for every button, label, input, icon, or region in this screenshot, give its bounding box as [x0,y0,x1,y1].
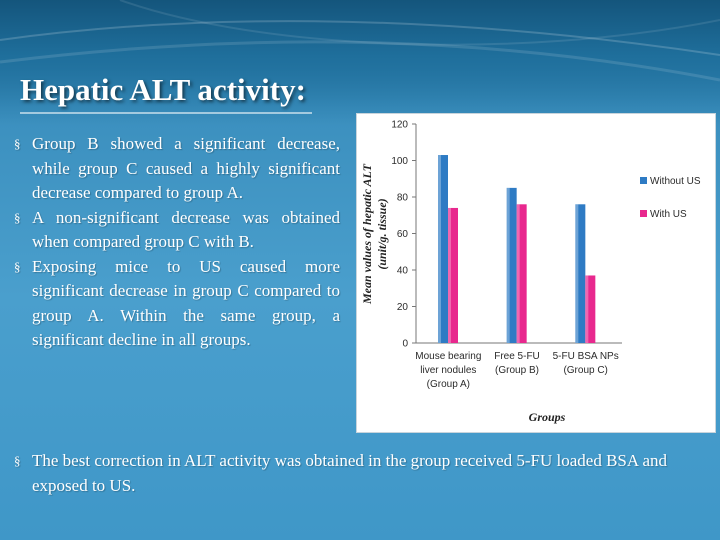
category-label: (Group C) [563,365,607,376]
y-axis-title: (unit/g. tissue) [375,198,389,269]
alt-bar-chart: 0 20 40 60 80 100 120 Mouse bearing liver nodule… [356,113,716,433]
conclusion-text: The best correction in ALT activity was … [32,451,667,495]
category-label: liver nodules [420,365,476,376]
bar-highlight [516,204,520,343]
bullet-item: § Group B showed a significant decrease, … [12,132,340,206]
bar-highlight [448,207,451,343]
bullet-text: Exposing mice to US caused more signific… [32,256,340,350]
slide-title: Hepatic ALT activity: [20,72,312,114]
category-label: Free 5-FU [494,351,540,362]
legend-swatch [640,177,647,184]
bar-highlight [575,204,579,343]
y-tick-label: 80 [397,193,409,204]
bar [438,155,448,343]
bar [448,207,458,343]
bullet-list: § Group B showed a significant decrease, … [12,132,340,353]
legend-swatch [640,210,647,217]
chart-canvas: 0 20 40 60 80 100 120 Mouse bearing liver nodule… [360,120,701,425]
y-tick-label: 100 [391,156,408,167]
y-tick-label: 120 [391,120,408,131]
bullet-text: A non-significant decrease was obtained … [32,207,340,252]
legend-label: Without US [650,176,701,187]
legend-label: With US [650,209,687,220]
bullet-marker: § [14,258,21,274]
category-label: Mouse bearing [415,351,481,362]
bullet-marker: § [14,136,21,151]
y-axis-title: Mean values of hepatic ALT [360,163,374,305]
bullet-marker: § [14,453,21,468]
decorative-swoosh [0,0,720,82]
bar [575,204,586,343]
bar [585,275,596,343]
bullet-item: § A non-significant decrease was obtained… [12,206,340,255]
header-band [0,0,720,125]
y-tick-label: 60 [397,229,409,240]
bullet-text: Group B showed a significant decrease, w… [32,134,340,202]
x-axis-title: Groups [529,410,566,424]
bar-highlight [585,275,589,343]
bar-highlight [506,187,510,343]
bar-highlight [438,155,441,343]
bar [506,187,517,343]
category-label: (Group B) [495,365,539,376]
conclusion-bullet: § The best correction in ALT activity was… [12,449,712,498]
y-tick-label: 40 [397,266,409,277]
bullet-item: § Exposing mice to US caused more signifi… [12,255,340,353]
bar [516,204,527,343]
category-label: (Group A) [427,379,470,390]
y-tick-label: 20 [397,302,409,313]
bullet-marker: § [14,209,21,225]
category-label: 5-FU BSA NPs [553,351,619,362]
y-tick-label: 0 [402,339,408,350]
